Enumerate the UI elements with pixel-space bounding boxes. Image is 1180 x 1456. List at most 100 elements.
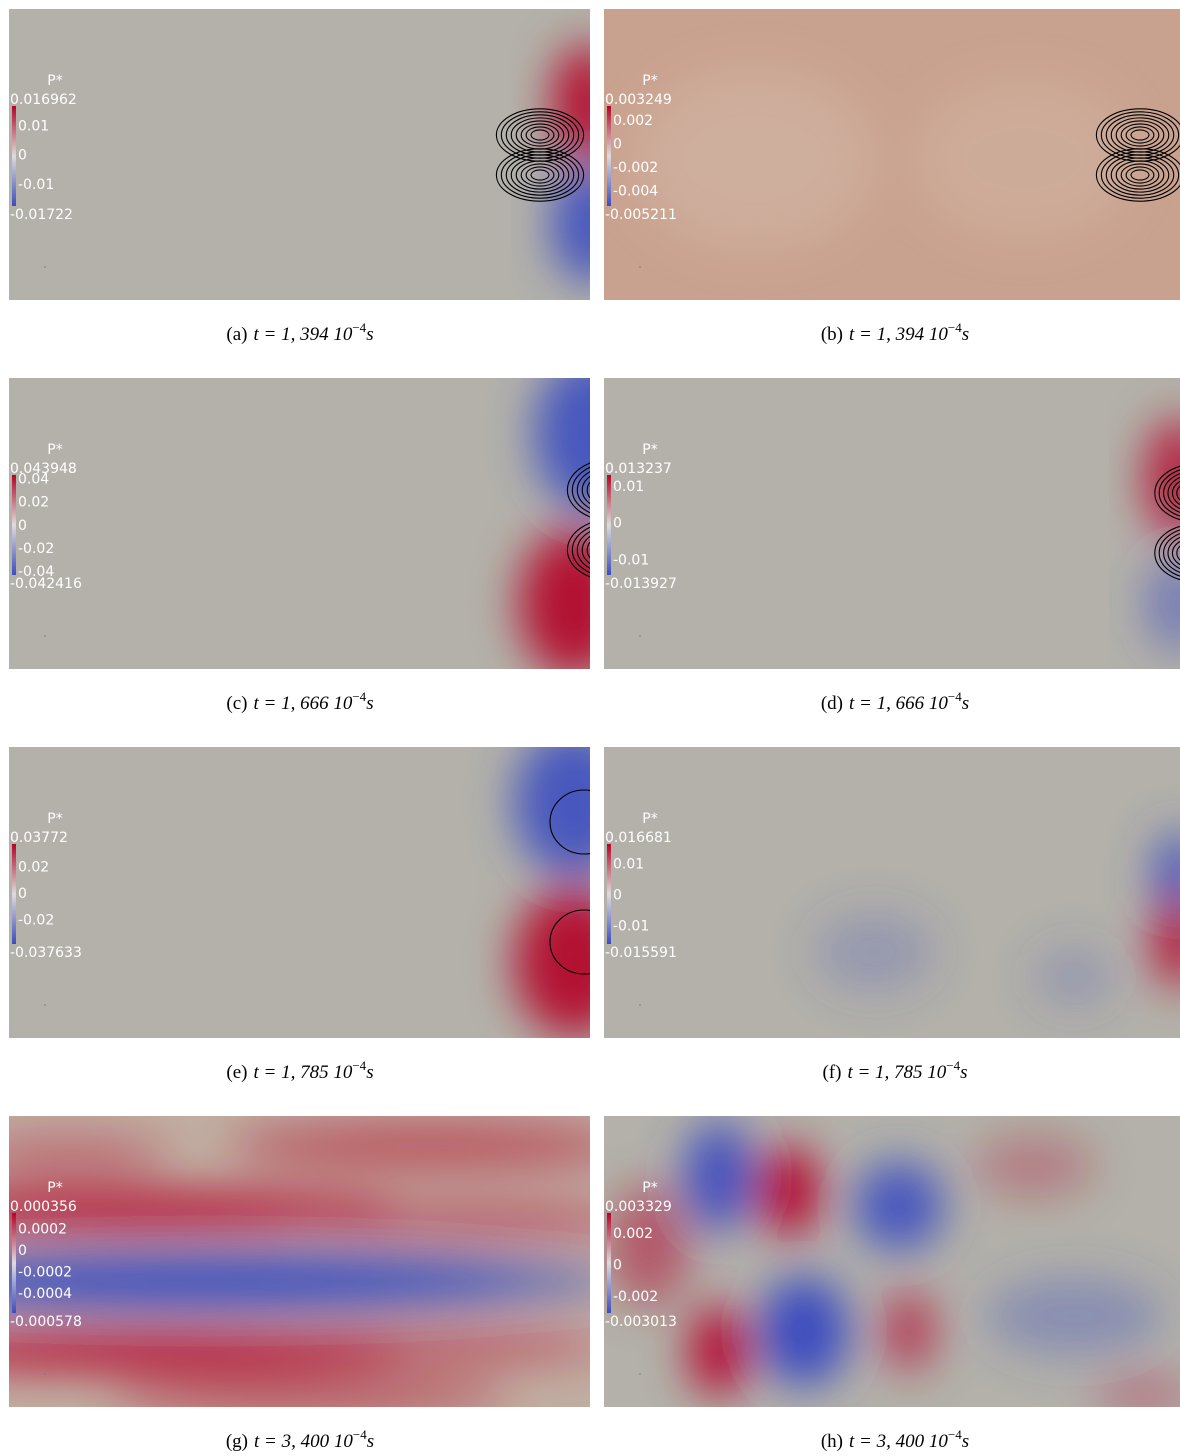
field-blob — [884, 1291, 934, 1371]
caption: (h) t = 3, 400 10−4s — [821, 1427, 969, 1452]
contour-line — [1125, 166, 1155, 184]
colorbar-tick-label: 0.0002 — [18, 1222, 67, 1238]
field-background — [604, 378, 1180, 669]
colorbar-title: P* — [642, 73, 657, 89]
caption-unit: s — [962, 1431, 969, 1452]
caption-exponent: −4 — [948, 320, 962, 335]
field — [604, 378, 1180, 669]
field-blob — [914, 79, 1134, 239]
field-blob — [974, 1136, 1094, 1196]
colorbar-tick-label: 0 — [613, 888, 622, 904]
caption-time: t = 1, 785 10 — [253, 1062, 352, 1083]
colorbar-max: 0.000356 — [10, 1199, 77, 1215]
colorbar-title: P* — [642, 442, 657, 458]
contour-line — [495, 148, 585, 202]
panel: P* 0.003329 0.002 0 -0.002 -0.003013 — [604, 1116, 1180, 1407]
field-background — [9, 9, 590, 300]
caption-exponent: −4 — [352, 1058, 366, 1073]
caption: (f) t = 1, 785 10−4s — [822, 1058, 967, 1083]
colorbar-tick-label: 0 — [18, 518, 27, 534]
caption-time: t = 1, 785 10 — [847, 1062, 946, 1083]
contour-line — [1130, 169, 1150, 181]
contour-line — [571, 526, 590, 574]
panel: P* 0.000356 0.0002 0 -0.0002 -0.0004 -0.000578 — [9, 1116, 590, 1407]
colorbar-tick-label: -0.01 — [18, 177, 54, 193]
field — [9, 1116, 590, 1407]
colorbar-min: -0.005211 — [605, 207, 677, 223]
panel: P* 0.016681 0.01 0 -0.01 -0.015591 — [604, 747, 1180, 1038]
field-blob — [1144, 418, 1180, 538]
caption-time: t = 3, 400 10 — [849, 1431, 948, 1452]
field-blob — [9, 1193, 399, 1229]
colorbar-max: 0.043948 — [10, 461, 77, 477]
field-blob — [229, 1121, 590, 1171]
colorbar-max: 0.03772 — [10, 830, 68, 846]
field — [604, 1116, 1180, 1407]
caption-label: (c) — [226, 693, 247, 714]
caption-unit: s — [962, 693, 969, 714]
caption-exponent: −4 — [353, 1427, 367, 1442]
contour-line — [1158, 529, 1180, 577]
caption: (a) t = 1, 394 10−4s — [226, 320, 373, 345]
caption-time: t = 1, 394 10 — [849, 324, 948, 345]
colorbar-tick-label: 0.01 — [18, 118, 49, 134]
contour-line — [1163, 473, 1180, 513]
field-blobs — [1144, 418, 1180, 653]
field-background — [9, 747, 590, 1038]
contour-line — [1167, 476, 1180, 510]
colorbar — [12, 1213, 16, 1313]
colorbar-tick-label: -0.0004 — [18, 1286, 72, 1302]
colorbar — [607, 844, 611, 944]
caption-label: (g) — [226, 1431, 248, 1452]
contour-line — [576, 471, 590, 509]
colorbar-title: P* — [642, 1180, 657, 1196]
contour-line — [525, 126, 555, 144]
field-blob — [249, 1332, 590, 1360]
field-blobs — [814, 832, 1180, 1007]
probe-dot — [44, 635, 46, 637]
field-blob — [854, 1161, 944, 1251]
caption-time: t = 3, 400 10 — [254, 1431, 353, 1452]
colorbar-min: -0.013927 — [605, 576, 677, 592]
field-blob — [439, 1269, 590, 1293]
field-blob — [1154, 897, 1180, 987]
contour-line — [1120, 163, 1160, 187]
colorbar-max: 0.013237 — [605, 461, 672, 477]
contour-line — [1176, 485, 1180, 501]
field — [9, 747, 590, 1038]
contour-line — [571, 466, 590, 514]
colorbar-min: -0.015591 — [605, 945, 677, 961]
field-blob — [689, 1306, 749, 1396]
field-blobs — [634, 69, 1134, 249]
caption-time: t = 1, 666 10 — [253, 693, 352, 714]
caption-unit: s — [366, 324, 373, 345]
colorbar-tick-label: -0.002 — [613, 160, 658, 176]
caption-label: (b) — [821, 324, 843, 345]
field-blob — [109, 1376, 509, 1407]
contour-line — [1095, 148, 1180, 202]
caption-unit: s — [366, 1062, 373, 1083]
colorbar-title: P* — [47, 1180, 62, 1196]
field-blobs — [519, 378, 590, 669]
contour-line — [576, 531, 590, 569]
caption-exponent: −4 — [352, 320, 366, 335]
field-background — [9, 378, 590, 669]
field-blob — [984, 1276, 1164, 1356]
caption: (c) t = 1, 666 10−4s — [226, 689, 373, 714]
colorbar-tick-label: 0 — [18, 886, 27, 902]
field-blob — [514, 887, 590, 1037]
field — [9, 378, 590, 669]
panel: P* 0.016962 0.01 0 -0.01 -0.01722 — [9, 9, 590, 300]
field-blob — [759, 1146, 819, 1236]
contour-line — [500, 151, 580, 199]
field-blob — [814, 912, 934, 992]
colorbar-min: -0.000578 — [10, 1314, 82, 1330]
colorbar-tick-label: -0.004 — [613, 184, 658, 200]
probe-dot — [639, 1373, 641, 1375]
colorbar-tick-label: 0 — [18, 148, 27, 164]
caption-unit: s — [962, 324, 969, 345]
field-blob — [1034, 947, 1114, 1007]
caption-label: (h) — [821, 1431, 843, 1452]
colorbar-title: P* — [47, 73, 62, 89]
